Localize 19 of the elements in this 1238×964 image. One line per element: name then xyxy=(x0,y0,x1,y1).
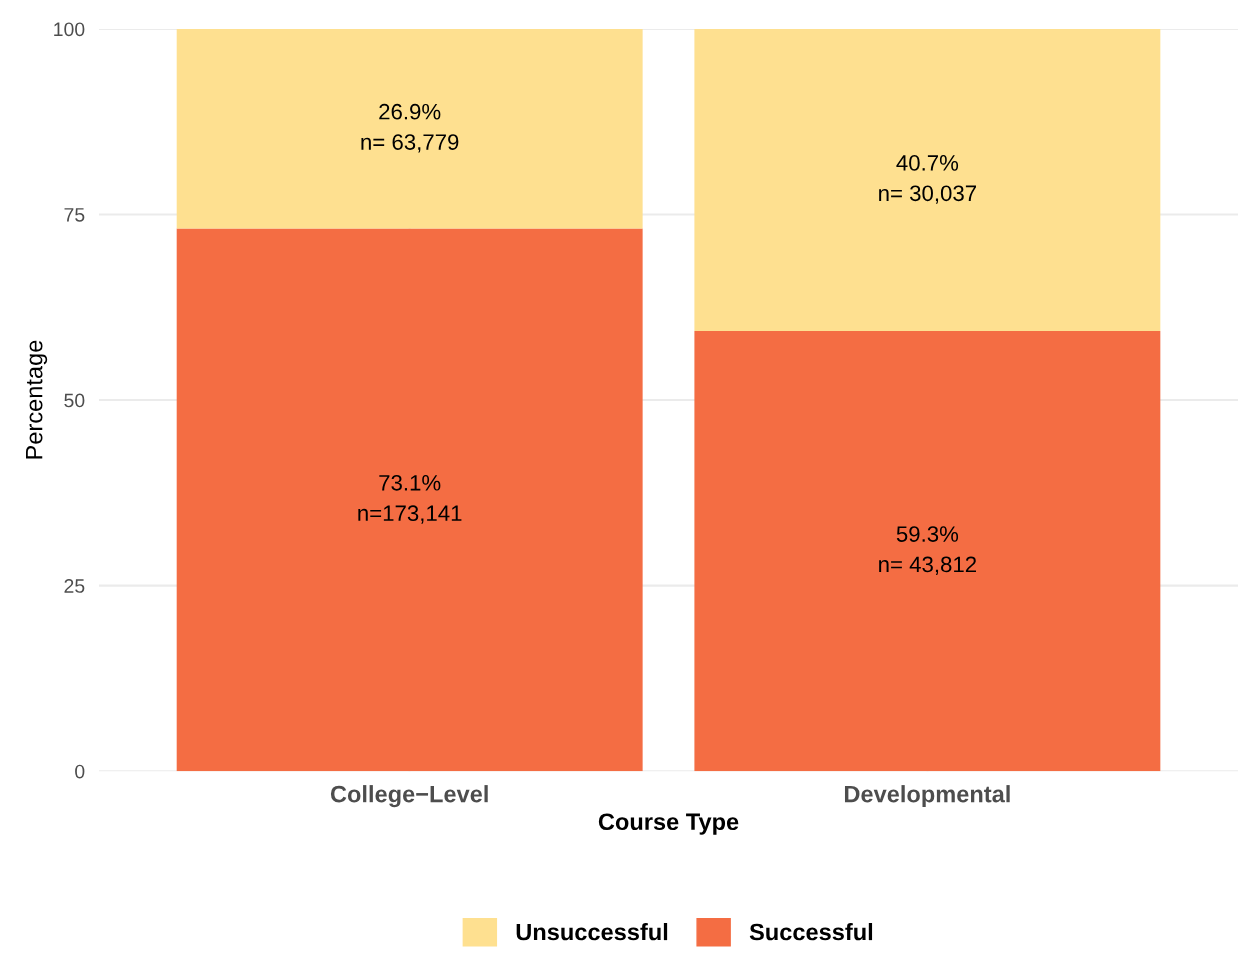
data-label: 26.9% n= 63,779 xyxy=(361,103,459,153)
y-tick-label: 100 xyxy=(54,22,85,37)
bar xyxy=(694,28,1161,332)
y-axis-title: Percentage xyxy=(26,340,48,459)
data-label: 59.3% n= 43,812 xyxy=(879,526,976,575)
x-axis-title: Course Type xyxy=(598,813,739,835)
x-tick-label: College−Level xyxy=(330,785,488,808)
y-tick-label: 75 xyxy=(64,208,85,222)
bar xyxy=(176,28,643,229)
bar xyxy=(694,331,1161,772)
data-label: 40.7% n= 30,037 xyxy=(879,155,976,204)
legend-label: Successful xyxy=(749,923,873,941)
y-tick-label: 25 xyxy=(64,579,85,593)
legend-label: Unsuccessful xyxy=(516,923,668,941)
y-tick-label: 0 xyxy=(75,764,85,779)
bar xyxy=(176,228,643,772)
x-tick-label: Developmental xyxy=(844,785,1010,808)
data-label: 73.1% n=173,141 xyxy=(358,474,462,524)
y-tick-label: 50 xyxy=(64,393,85,408)
